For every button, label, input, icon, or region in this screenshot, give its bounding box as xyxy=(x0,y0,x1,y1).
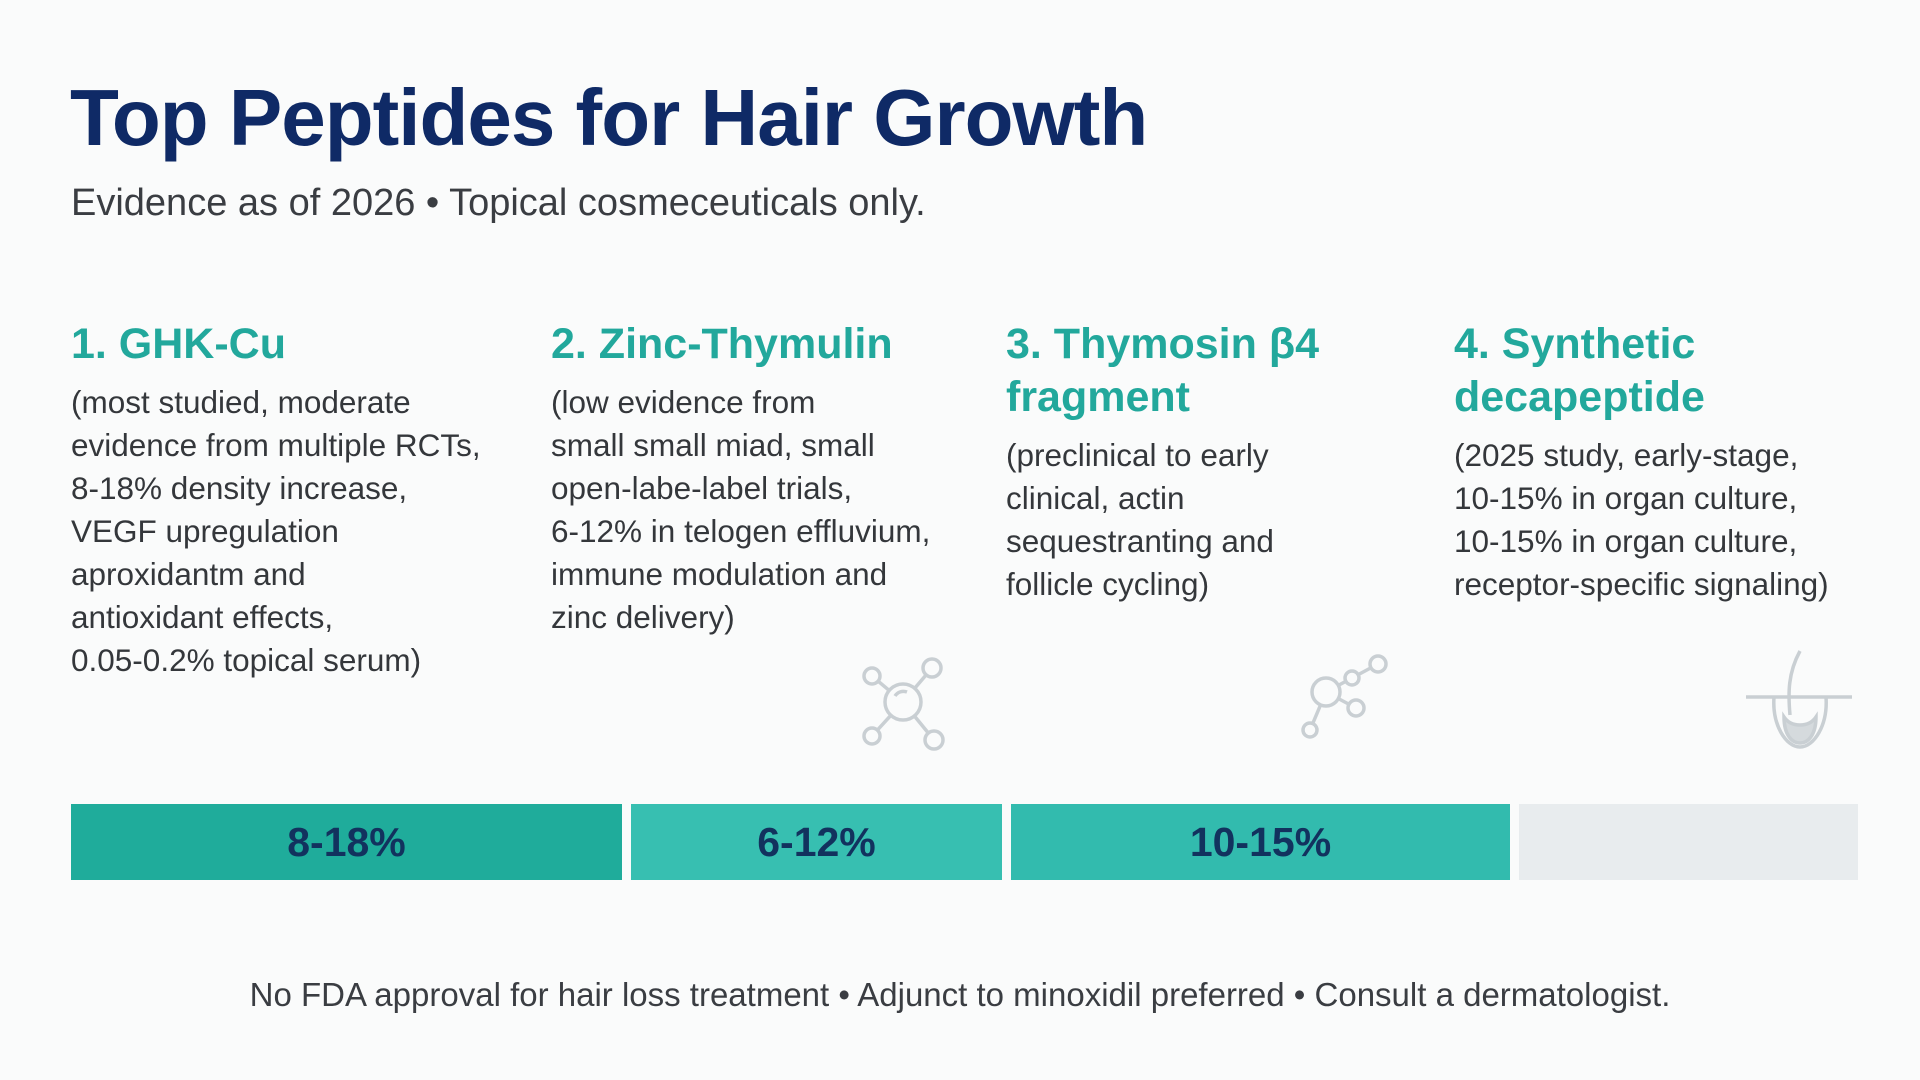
description-line: evidence from multiple RCTs, xyxy=(71,427,481,463)
molecule-chain-icon xyxy=(1301,654,1388,739)
description-line: 8-18% density increase, xyxy=(71,470,408,506)
description-line: open-labe-label trials, xyxy=(551,470,853,506)
bar-label: 10-15% xyxy=(1189,818,1332,865)
peptide-card-thymosin-b4: 3. Thymosin β4 fragment (preclinical to … xyxy=(1006,318,1319,606)
peptide-card-ghk-cu: 1. GHK-Cu (most studied, moderate eviden… xyxy=(71,318,481,682)
bar-label: 8-18% xyxy=(287,818,406,865)
description-line: VEGF upregulation xyxy=(71,513,339,549)
description-line: small small miad, small xyxy=(551,427,875,463)
page-title: Top Peptides for Hair Growth xyxy=(70,73,1148,162)
peptide-title: 1. GHK-Cu xyxy=(71,318,481,371)
description-line: immune modulation and xyxy=(551,556,888,592)
peptide-card-synthetic-decapeptide: 4. Synthetic decapeptide (2025 study, ea… xyxy=(1454,318,1829,606)
description-line: sequestranting and xyxy=(1006,523,1274,559)
description-line: (2025 study, early-stage, xyxy=(1454,437,1799,473)
peptide-description: (low evidence from small small miad, sma… xyxy=(551,381,930,639)
evidence-bar-ghk-cu: 8-18% xyxy=(71,804,622,880)
peptide-description: (2025 study, early-stage, 10-15% in orga… xyxy=(1454,434,1829,606)
description-line: follicle cycling) xyxy=(1006,566,1210,602)
peptide-description: (most studied, moderate evidence from mu… xyxy=(71,381,481,682)
description-line: 10-15% in organ culture, xyxy=(1454,523,1798,559)
peptide-title-line: decapeptide xyxy=(1454,373,1705,421)
description-line: (low evidence from xyxy=(551,384,816,420)
peptide-title: 2. Zinc-Thymulin xyxy=(551,318,930,371)
peptide-description: (preclinical to early clinical, actin se… xyxy=(1006,434,1319,606)
evidence-bar-synthetic-decapeptide xyxy=(1519,804,1858,880)
bar-label: 6-12% xyxy=(757,818,876,865)
description-line: receptor-specific signaling) xyxy=(1454,566,1829,602)
description-line: antioxidant effects, xyxy=(71,599,334,635)
peptide-title-line: 1. GHK-Cu xyxy=(71,320,286,368)
peptide-card-zinc-thymulin: 2. Zinc-Thymulin (low evidence from smal… xyxy=(551,318,930,639)
molecule-icon xyxy=(862,657,945,751)
description-line: 0.05-0.2% topical serum) xyxy=(71,642,422,678)
page-subtitle: Evidence as of 2026 • Topical cosmeceuti… xyxy=(71,182,926,224)
description-line: 6-12% in telogen effluvium, xyxy=(551,513,931,549)
description-line: (most studied, moderate xyxy=(71,384,411,420)
peptide-title-line: 4. Synthetic xyxy=(1454,320,1696,368)
evidence-bar-thymosin-b4: 10-15% xyxy=(1011,804,1510,880)
peptide-title-line: 2. Zinc-Thymulin xyxy=(551,320,893,368)
description-line: (preclinical to early xyxy=(1006,437,1269,473)
disclaimer-footer: No FDA approval for hair loss treatment … xyxy=(249,976,1671,1013)
peptide-title-line: 3. Thymosin β4 xyxy=(1006,320,1319,368)
description-line: clinical, actin xyxy=(1006,480,1185,516)
description-line: aproxidantm and xyxy=(71,556,306,592)
peptide-title: 4. Synthetic decapeptide xyxy=(1454,318,1829,424)
peptide-title: 3. Thymosin β4 fragment xyxy=(1006,318,1319,424)
hair-follicle-icon xyxy=(1746,650,1852,749)
description-line: zinc delivery) xyxy=(551,599,735,635)
evidence-bar-zinc-thymulin: 6-12% xyxy=(631,804,1002,880)
peptide-title-line: fragment xyxy=(1006,373,1190,421)
description-line: 10-15% in organ culture, xyxy=(1454,480,1798,516)
